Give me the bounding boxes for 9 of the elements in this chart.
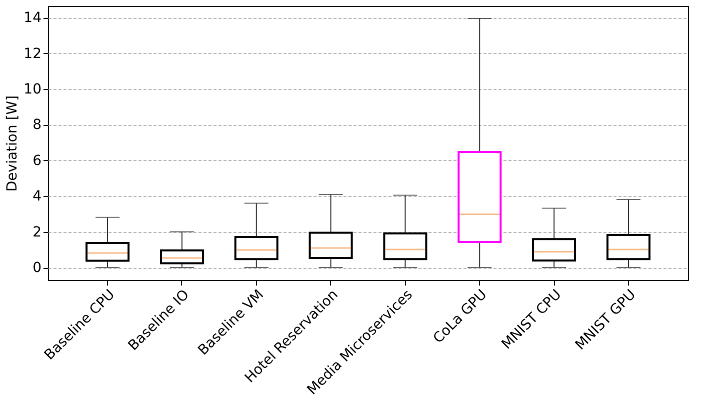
- y-tick-label: 2: [32, 224, 42, 240]
- y-tick-label: 0: [32, 260, 42, 276]
- y-tick-label: 12: [24, 46, 42, 62]
- y-tick-label: 14: [24, 10, 42, 26]
- y-axis-title: Deviation [W]: [4, 95, 21, 192]
- y-tick-label: 10: [24, 82, 42, 98]
- y-tick-label: 4: [32, 188, 42, 205]
- y-tick-label: 8: [32, 117, 42, 134]
- y-tick-label: 6: [32, 152, 42, 169]
